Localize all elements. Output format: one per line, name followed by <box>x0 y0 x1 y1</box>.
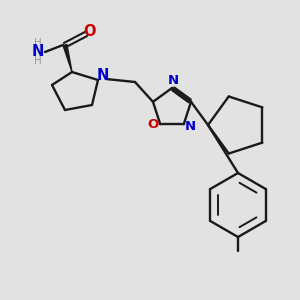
Text: N: N <box>32 44 44 59</box>
Text: H: H <box>34 38 42 48</box>
Text: O: O <box>84 25 96 40</box>
Text: N: N <box>97 68 109 83</box>
Text: O: O <box>148 118 159 131</box>
Text: N: N <box>185 120 196 133</box>
Polygon shape <box>63 44 72 72</box>
Text: H: H <box>34 56 42 66</box>
Text: N: N <box>167 74 178 86</box>
